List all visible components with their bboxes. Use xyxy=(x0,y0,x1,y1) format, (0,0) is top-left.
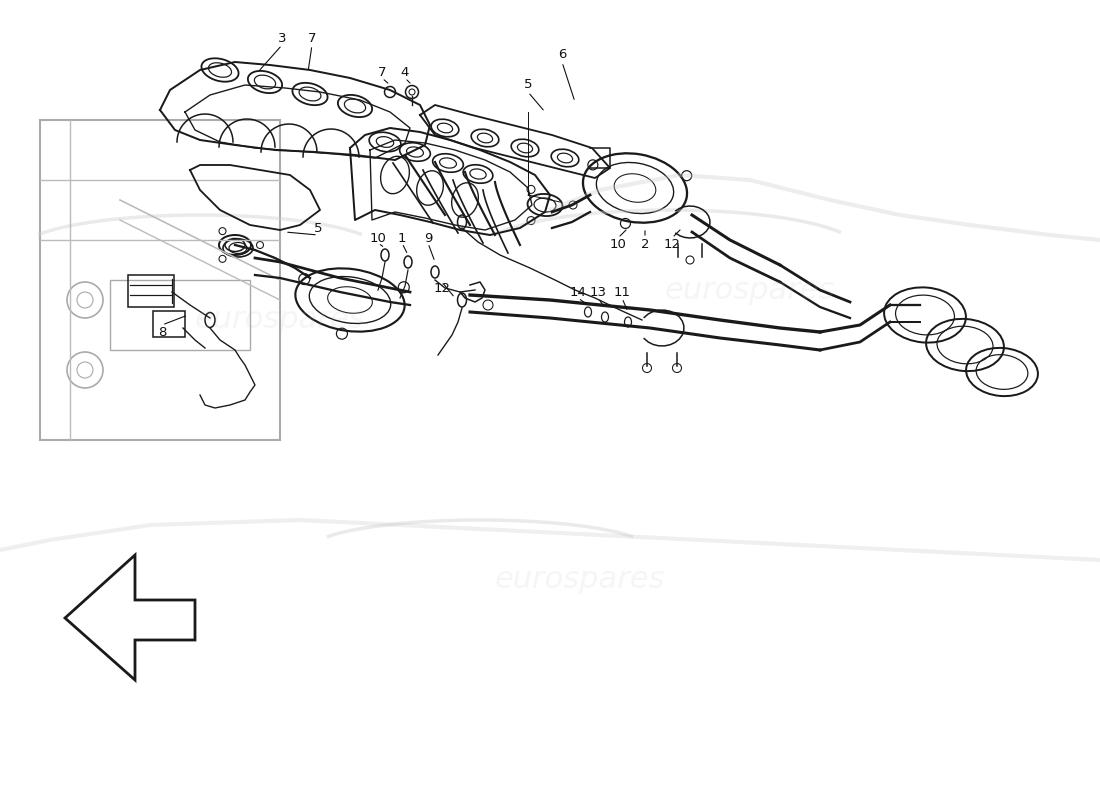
Text: 7: 7 xyxy=(308,31,317,45)
Text: 7: 7 xyxy=(377,66,386,78)
Polygon shape xyxy=(65,555,195,680)
Text: 4: 4 xyxy=(400,66,409,78)
Text: 1: 1 xyxy=(398,231,406,245)
Text: 13: 13 xyxy=(590,286,606,298)
Text: 12: 12 xyxy=(663,238,681,251)
Text: 5: 5 xyxy=(314,222,322,234)
Text: eurospares: eurospares xyxy=(195,306,365,334)
Text: 3: 3 xyxy=(277,31,286,45)
Text: 12: 12 xyxy=(433,282,451,294)
Text: 2: 2 xyxy=(640,238,649,251)
Text: 8: 8 xyxy=(157,326,166,338)
Text: 5: 5 xyxy=(524,78,532,91)
Text: eurospares: eurospares xyxy=(495,566,666,594)
Text: 14: 14 xyxy=(570,286,586,298)
Text: 6: 6 xyxy=(558,49,566,62)
Text: 10: 10 xyxy=(609,238,626,251)
Text: eurospares: eurospares xyxy=(664,275,835,305)
Text: 10: 10 xyxy=(370,231,386,245)
Text: 11: 11 xyxy=(614,286,630,298)
Text: 9: 9 xyxy=(424,231,432,245)
